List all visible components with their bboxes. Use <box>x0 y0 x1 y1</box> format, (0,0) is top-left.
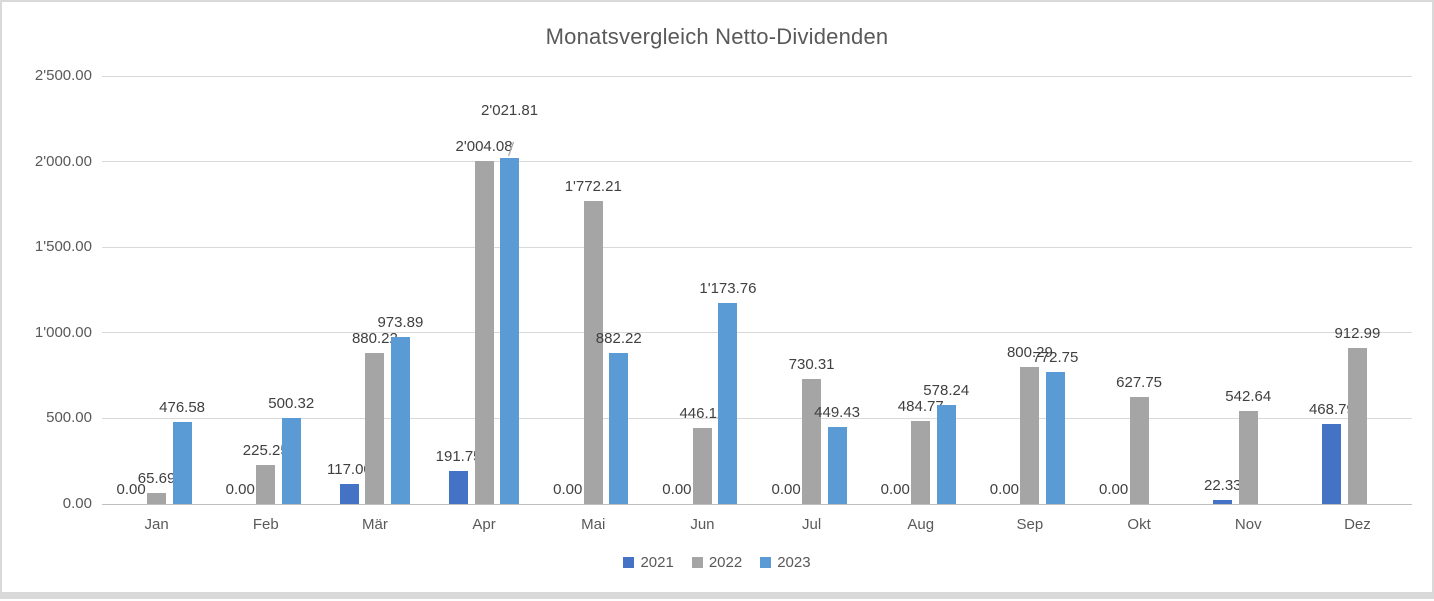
y-axis-label-2500: 2'500.00 <box>34 67 92 84</box>
data-label-2022-sep: 800.29 <box>1006 343 1053 361</box>
y-axis-label-0: 0.00 <box>62 495 92 512</box>
bar-2022-mr[interactable] <box>365 353 385 504</box>
data-label-2022-jun: 446.12 <box>679 404 726 422</box>
legend-item-2021[interactable]: 2021 <box>623 554 674 571</box>
bar-2022-okt[interactable] <box>1129 396 1149 504</box>
data-label-2021-sep: 0.00 <box>989 481 1020 498</box>
legend-item-2023[interactable]: 2023 <box>760 554 811 571</box>
data-label-2022-jul: 730.31 <box>788 355 835 373</box>
legend-label-2023: 2023 <box>777 554 811 571</box>
data-label-2022-feb: 225.25 <box>242 442 289 460</box>
data-label-2023-sep: 772.75 <box>1032 348 1079 366</box>
data-label-2021-feb: 0.00 <box>225 481 255 498</box>
data-label-2021-dez: 468.79 <box>1308 400 1355 418</box>
x-axis-label-nov: Nov <box>1234 516 1262 533</box>
y-axis-label-1500: 1'500.00 <box>34 238 92 256</box>
legend-swatch-2022 <box>691 557 703 568</box>
gridline-1500 <box>102 246 1412 248</box>
data-label-2021-mai: 0.00 <box>553 481 583 498</box>
data-label-2022-dez: 912.99 <box>1334 324 1381 342</box>
bar-2021-dez[interactable] <box>1322 423 1342 504</box>
data-label-2023-jun: 1'173.76 <box>699 280 757 298</box>
data-label-2023-apr: 2'021.81 <box>481 101 539 119</box>
bar-2023-jan[interactable] <box>172 422 192 504</box>
data-label-2021-nov: 22.33 <box>1203 477 1242 495</box>
bar-2023-feb[interactable] <box>281 418 301 504</box>
data-label-2022-apr: 2'004.08 <box>455 137 513 155</box>
data-label-2021-jan: 0.00 <box>116 481 146 498</box>
gridline-2000 <box>102 161 1412 163</box>
data-label-2023-aug: 578.24 <box>923 382 970 399</box>
bar-2021-mr[interactable] <box>339 483 359 504</box>
bar-2023-aug[interactable] <box>936 405 956 504</box>
bar-2022-nov[interactable] <box>1238 411 1258 504</box>
bar-2021-apr[interactable] <box>449 471 469 504</box>
bar-2023-jun[interactable] <box>718 303 738 504</box>
gridline-2500 <box>102 75 1412 77</box>
data-label-2022-jan: 65.69 <box>137 469 176 487</box>
data-label-2022-mr: 880.22 <box>351 330 398 348</box>
x-axis-label-mai: Mai <box>581 516 606 533</box>
data-label-2023-jan: 476.58 <box>159 399 206 417</box>
data-label-2023-feb: 500.32 <box>268 395 315 413</box>
x-axis-label-dez: Dez <box>1344 516 1371 533</box>
data-label-2023-mai: 882.22 <box>595 329 642 347</box>
bar-2023-jul[interactable] <box>827 427 847 504</box>
gridline-500 <box>102 417 1412 419</box>
data-label-2022-okt: 627.75 <box>1116 373 1163 391</box>
x-axis-label-jun: Jun <box>690 516 715 533</box>
x-axis-label-jan: Jan <box>144 516 169 533</box>
data-label-2021-apr: 191.75 <box>435 448 482 466</box>
data-label-2022-nov: 542.64 <box>1225 388 1272 406</box>
x-axis-label-sep: Sep <box>1016 516 1044 533</box>
x-axis-label-aug: Aug <box>907 516 935 533</box>
legend-label-2021: 2021 <box>640 554 674 571</box>
data-label-2022-mai: 1'772.21 <box>564 177 622 195</box>
legend-item-2022[interactable]: 2022 <box>691 554 743 571</box>
bar-2022-dez[interactable] <box>1347 347 1367 504</box>
legend-label-2022: 2022 <box>708 554 743 571</box>
bar-2022-jan[interactable] <box>147 492 167 504</box>
legend: 2021 2022 2023 <box>2 554 1432 571</box>
data-label-2021-aug: 0.00 <box>880 481 910 498</box>
data-label-2021-jul: 0.00 <box>771 481 801 498</box>
legend-swatch-2023 <box>760 557 772 568</box>
legend-swatch-2021 <box>623 557 635 568</box>
x-axis-label-apr: Apr <box>472 516 496 533</box>
y-axis-label-1000: 1'000.00 <box>34 323 92 341</box>
bar-2022-apr[interactable] <box>474 160 494 504</box>
bar-2023-apr[interactable] <box>500 157 520 504</box>
gridline-1000 <box>102 332 1412 334</box>
bar-2023-mai[interactable] <box>609 352 629 504</box>
x-axis-label-jul: Jul <box>801 516 822 533</box>
bottom-border <box>2 592 1432 597</box>
x-axis-label-mr: Mär <box>361 516 388 533</box>
data-label-2021-jun: 0.00 <box>662 481 692 498</box>
gridline-0 <box>102 503 1412 505</box>
data-label-2023-jul: 449.43 <box>814 404 861 422</box>
chart-title: Monatsvergleich Netto-Dividenden <box>545 24 889 49</box>
bar-2023-sep[interactable] <box>1045 371 1065 504</box>
y-axis-label-2000: 2'000.00 <box>34 152 92 170</box>
bar-2022-aug[interactable] <box>911 421 931 504</box>
bar-2022-jul[interactable] <box>802 378 822 504</box>
bar-2022-feb[interactable] <box>256 465 276 504</box>
x-axis-label-feb: Feb <box>252 516 279 533</box>
x-axis-label-okt: Okt <box>1127 516 1151 533</box>
bar-2022-mai[interactable] <box>583 200 603 504</box>
data-label-2023-mr: 973.89 <box>377 314 424 332</box>
data-label-2021-okt: 0.00 <box>1098 481 1129 498</box>
bar-2022-sep[interactable] <box>1020 366 1040 504</box>
y-axis-label-500: 500.00 <box>46 409 92 427</box>
bar-2023-mr[interactable] <box>390 337 410 504</box>
data-label-2021-mr: 117.00 <box>327 460 372 478</box>
bar-2021-nov[interactable] <box>1213 500 1233 504</box>
bar-2022-jun[interactable] <box>692 427 712 504</box>
data-label-2022-aug: 484.77 <box>897 398 944 415</box>
